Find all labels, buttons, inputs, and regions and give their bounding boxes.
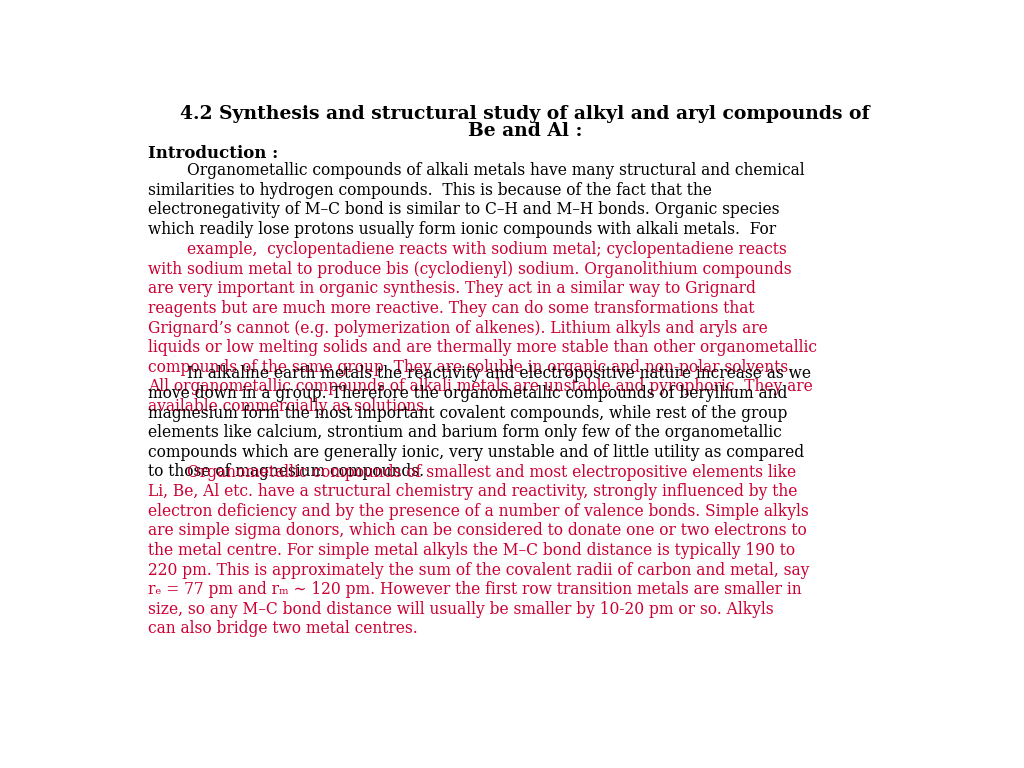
Text: In alkaline earth metals the reactivity and electropositive nature increase as w: In alkaline earth metals the reactivity … [147,366,811,480]
Text: Organometallic compounds of smallest and most electropositive elements like
Li, : Organometallic compounds of smallest and… [147,464,809,637]
Text: 4.2 Synthesis and structural study of alkyl and aryl compounds of: 4.2 Synthesis and structural study of al… [180,105,869,123]
Text: Introduction :: Introduction : [147,145,279,162]
Text: Be and Al :: Be and Al : [468,121,582,140]
Text: example,  cyclopentadiene reacts with sodium metal; cyclopentadiene reacts
with : example, cyclopentadiene reacts with sod… [147,241,817,415]
Text: Organometallic compounds of alkali metals have many structural and chemical
simi: Organometallic compounds of alkali metal… [147,162,805,238]
